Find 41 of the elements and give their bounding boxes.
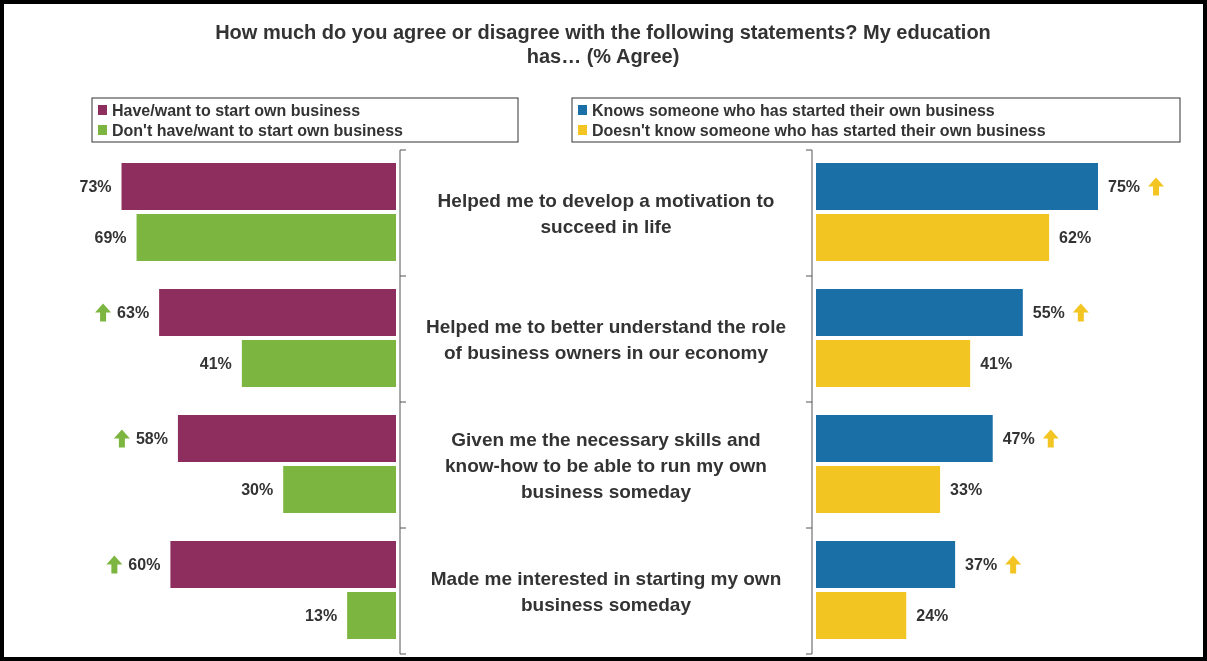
data-label: 69%	[94, 229, 127, 247]
data-label: 63%	[117, 304, 150, 322]
bar	[816, 541, 956, 588]
data-label: 30%	[241, 481, 274, 499]
legend-label: Have/want to start own business	[112, 101, 361, 119]
data-label: 33%	[950, 481, 983, 499]
data-label: 47%	[1002, 430, 1035, 448]
data-label: 24%	[916, 607, 949, 625]
bar	[816, 415, 993, 462]
bar	[121, 163, 396, 210]
bar	[170, 541, 396, 588]
legend-label: Don't have/want to start own business	[112, 121, 404, 139]
data-label: 41%	[980, 355, 1013, 373]
data-label: 73%	[79, 178, 112, 196]
data-label: 60%	[128, 556, 161, 574]
bar	[816, 214, 1050, 261]
bar	[177, 415, 396, 462]
y-tick-label: Helped me to better understand the role of business owners in our economy	[426, 315, 786, 363]
legend-label: Knows someone who has started their own business	[592, 101, 995, 119]
y-tick-label: Given me the necessary skills and know-how to be able to run my own business someday	[445, 428, 767, 502]
data-label: 55%	[1032, 304, 1065, 322]
text: How much do you agree or disagree with the following statements? My education has… (% Agree)	[215, 21, 991, 67]
bar	[816, 466, 941, 513]
bar	[816, 592, 907, 639]
bar	[816, 163, 1098, 210]
data-label: 41%	[199, 355, 232, 373]
data-label: 75%	[1108, 178, 1141, 196]
bar	[241, 340, 396, 387]
data-label: 62%	[1059, 229, 1092, 247]
bar	[159, 289, 396, 336]
bar	[136, 214, 396, 261]
bar	[347, 592, 396, 639]
legend-label: Doesn't know someone who has started their own business	[592, 121, 1046, 139]
data-label: 13%	[305, 607, 338, 625]
bar	[816, 340, 971, 387]
y-tick-label: Helped me to develop a motivation to succeed in life	[437, 189, 775, 237]
data-label: 37%	[965, 556, 998, 574]
bar	[816, 289, 1023, 336]
bar	[283, 466, 396, 513]
data-label: 58%	[135, 430, 168, 448]
y-tick-label: Made me interested in starting my own business someday	[430, 567, 782, 615]
